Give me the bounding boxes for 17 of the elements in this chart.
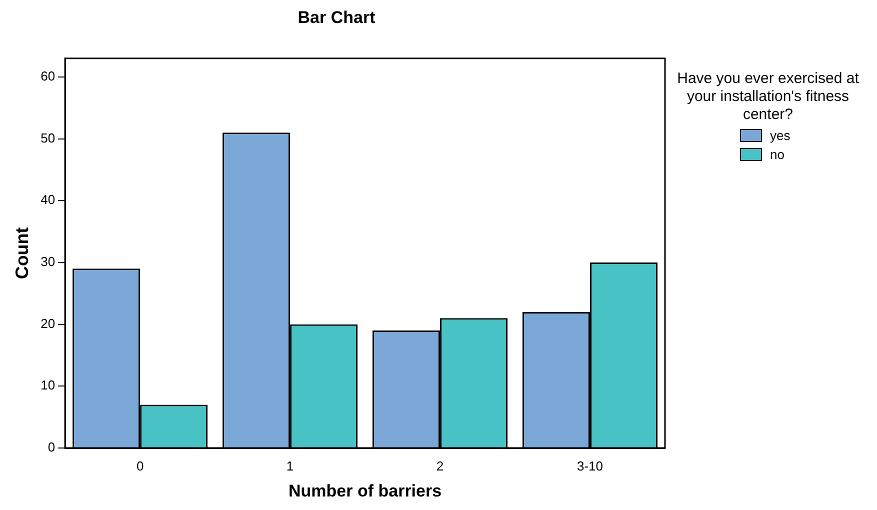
y-tick-label: 50 bbox=[40, 130, 56, 146]
y-axis-title: Count bbox=[12, 227, 32, 280]
y-tick-label: 40 bbox=[40, 192, 56, 208]
x-tick-label: 2 bbox=[436, 458, 444, 474]
y-tick-label: 20 bbox=[40, 316, 56, 331]
x-tick-label: 0 bbox=[136, 458, 144, 474]
legend-label: yes bbox=[770, 128, 790, 143]
y-tick-label: 60 bbox=[40, 68, 56, 84]
legend-title: Have you ever exercised at your installation's fitness center? bbox=[676, 70, 860, 124]
x-tick-label: 3-10 bbox=[576, 458, 604, 474]
y-tick-label: 0 bbox=[48, 440, 56, 455]
x-tick-label: 1 bbox=[286, 458, 294, 474]
y-tick-label: 30 bbox=[40, 254, 56, 270]
y-tick-label: 10 bbox=[40, 378, 56, 393]
x-axis-title: Number of barriers bbox=[288, 481, 442, 500]
chart-title: Bar Chart bbox=[298, 8, 376, 27]
legend-label: no bbox=[770, 147, 784, 162]
